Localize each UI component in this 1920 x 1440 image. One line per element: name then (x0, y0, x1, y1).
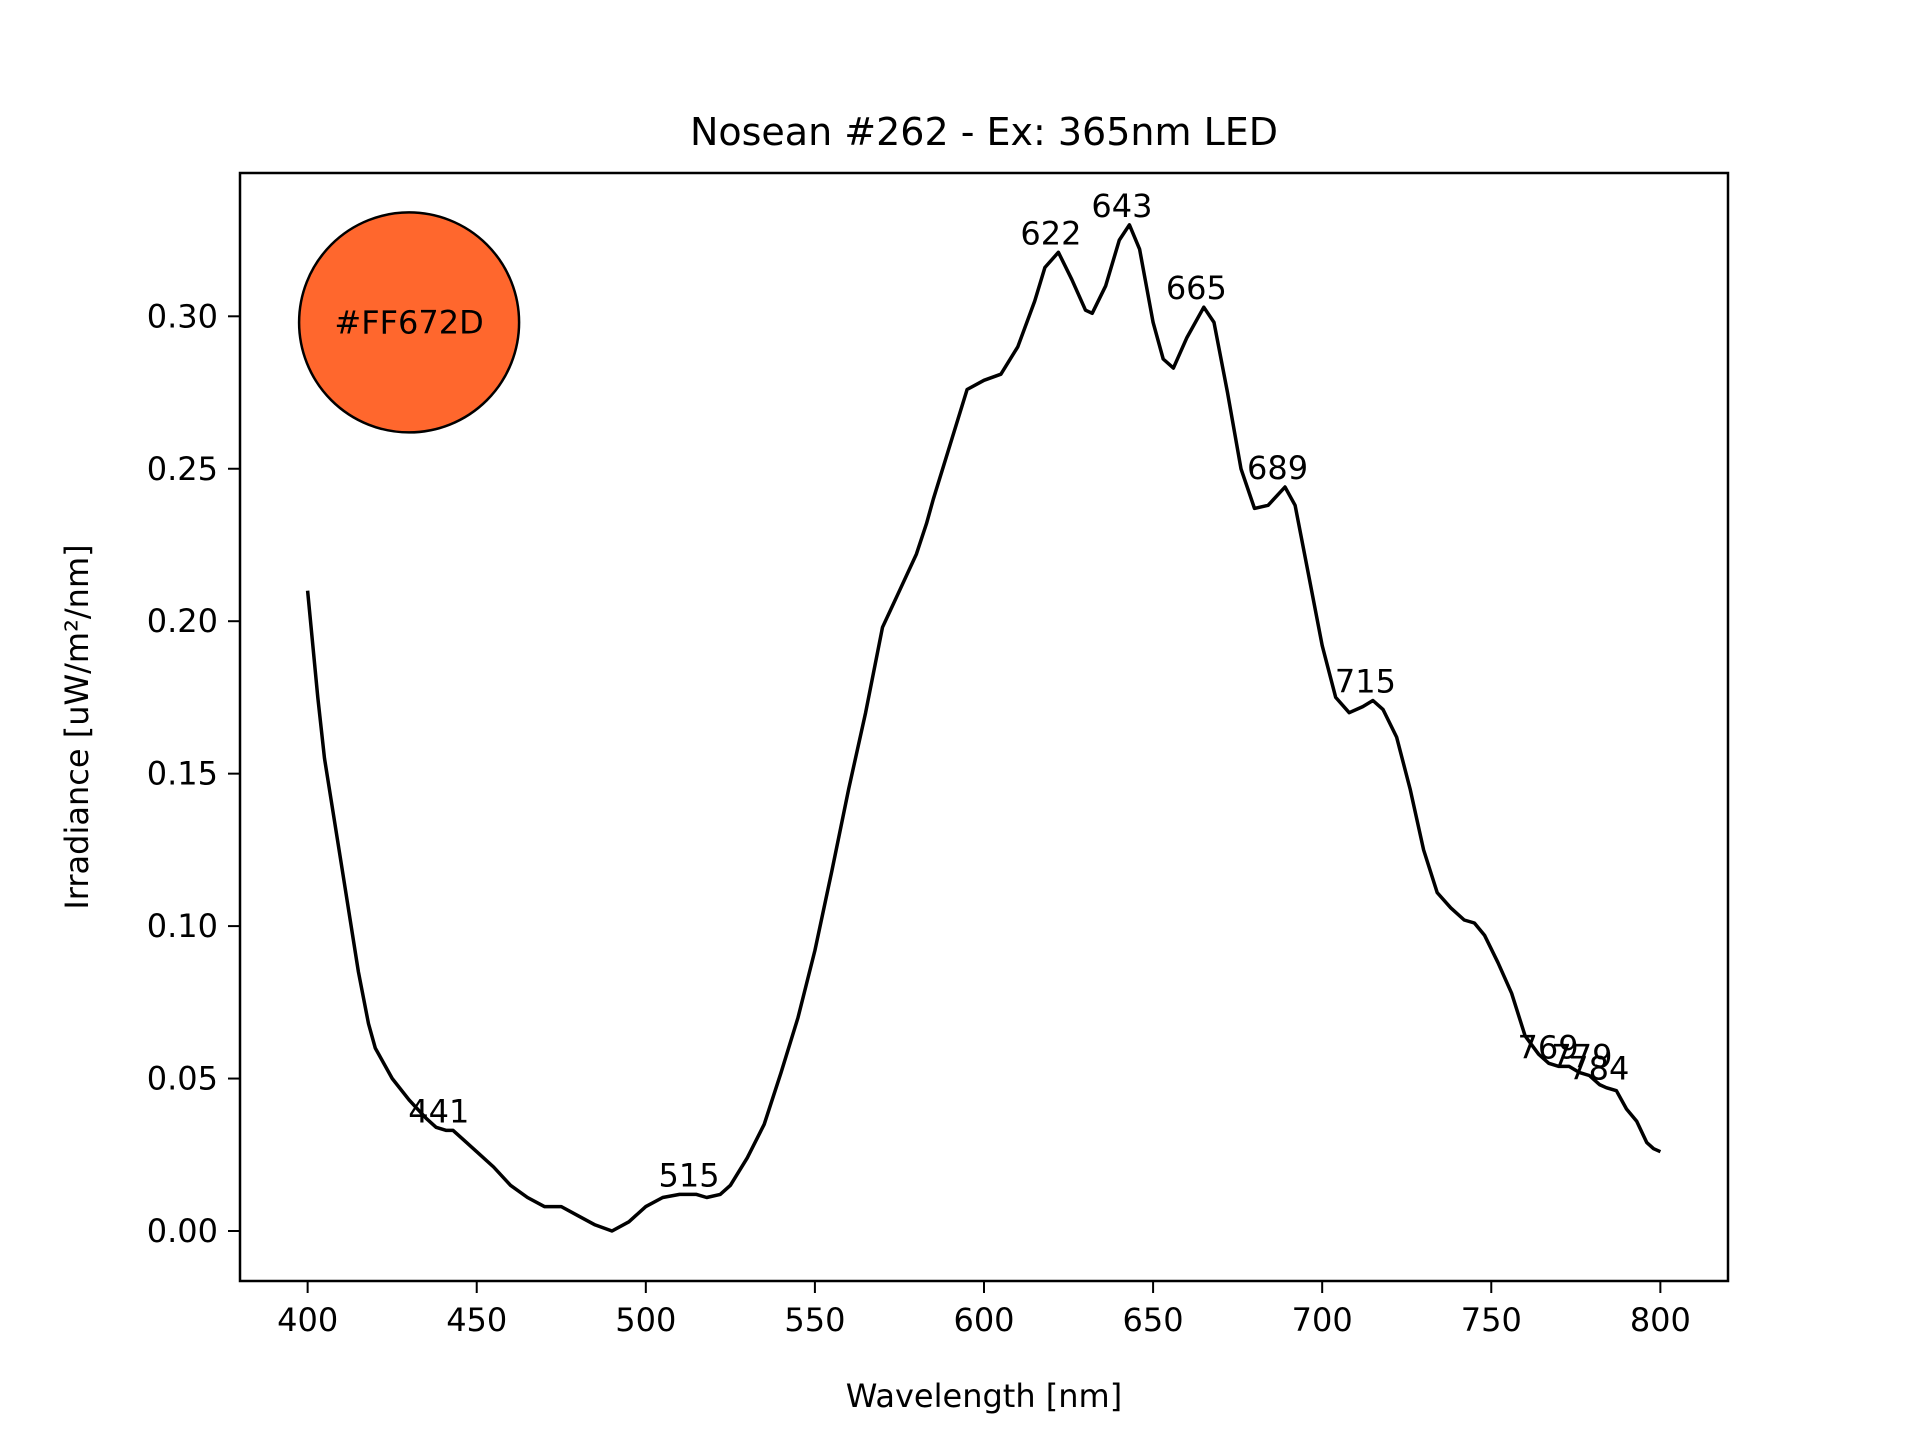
color-swatch-circle (297, 211, 521, 434)
x-tick-label: 800 (1630, 1301, 1691, 1339)
x-tick-label: 750 (1461, 1301, 1522, 1339)
x-axis-label: Wavelength [nm] (846, 1377, 1122, 1415)
peak-label: 779 (1551, 1037, 1612, 1075)
y-tick-label: 0.15 (147, 755, 218, 793)
peak-label: 784 (1568, 1050, 1629, 1088)
peak-label: 622 (1020, 214, 1081, 252)
series-line (305, 223, 1662, 1233)
peak-label: 515 (659, 1156, 720, 1194)
y-axis: 0.00 0.05 0.10 0.15 0.20 0.25 0.30 (147, 297, 240, 1250)
y-tick-label: 0.05 (147, 1060, 218, 1098)
y-tick-label: 0.20 (147, 602, 218, 640)
y-tick-label: 0.10 (147, 907, 218, 945)
x-tick-label: 600 (953, 1301, 1014, 1339)
y-axis-label: Irradiance [uW/m²/nm] (58, 544, 96, 909)
x-tick-label: 450 (446, 1301, 507, 1339)
peak-label: 665 (1166, 269, 1227, 307)
peak-label: 715 (1335, 662, 1396, 700)
x-tick-label: 700 (1292, 1301, 1353, 1339)
x-tick-label: 650 (1123, 1301, 1184, 1339)
y-tick-label: 0.25 (147, 450, 218, 488)
x-tick-label: 400 (277, 1301, 338, 1339)
peak-label: 643 (1091, 187, 1152, 225)
y-tick-label: 0.00 (147, 1212, 218, 1250)
peak-label: 441 (408, 1092, 469, 1130)
x-tick-label: 500 (615, 1301, 676, 1339)
color-swatch-label: #FF672D (334, 303, 483, 341)
x-axis: 400 450 500 550 600 650 700 750 800 (277, 1281, 1691, 1339)
peak-label: 769 (1518, 1028, 1579, 1066)
y-tick-label: 0.30 (147, 297, 218, 335)
x-tick-label: 550 (784, 1301, 845, 1339)
peak-label: 689 (1247, 449, 1308, 487)
chart-title: Nosean #262 - Ex: 365nm LED (690, 110, 1278, 154)
